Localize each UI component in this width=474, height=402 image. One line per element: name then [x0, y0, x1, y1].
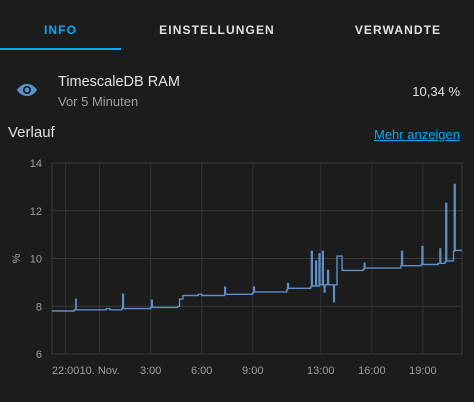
entity-name: TimescaleDB RAM [58, 74, 180, 90]
x-tick-label: 9:00 [242, 365, 263, 377]
x-tick-label: 10. Nov. [80, 365, 120, 377]
tab-einstellungen[interactable]: EINSTELLUNGEN [159, 23, 275, 37]
tab-bar: INFO EINSTELLUNGEN VERWANDTE [0, 0, 474, 52]
x-tick-label: 13:00 [307, 365, 335, 377]
x-tick-label: 16:00 [358, 365, 386, 377]
active-tab-indicator [0, 48, 121, 50]
chart-grid [51, 162, 463, 355]
more-info-link[interactable]: Mehr anzeigen [374, 127, 460, 142]
y-tick-label: 10 [30, 254, 42, 266]
x-axis: 22:00 10. Nov. 3:00 6:00 9:00 13:00 16:00 19:00 [52, 365, 437, 377]
series-line [52, 183, 462, 312]
x-tick-label: 6:00 [191, 365, 212, 377]
x-tick-label: 22:00 [52, 365, 80, 377]
entity-row: TimescaleDB RAM Vor 5 Minuten 10,34 % [0, 66, 474, 118]
y-tick-label: 6 [36, 349, 42, 361]
x-tick-label: 3:00 [140, 365, 161, 377]
history-title: Verlauf [8, 124, 55, 141]
tab-info[interactable]: INFO [43, 23, 78, 37]
x-tick-label: 19:00 [409, 365, 437, 377]
y-axis: 6 8 10 12 14 [30, 158, 42, 361]
y-tick-label: 8 [36, 301, 42, 313]
entity-state-value: 10,34 % [412, 84, 460, 99]
history-chart: 6 8 10 12 14 22:00 10. Nov. 3:00 6:00 9:00 13:00 1… [11, 158, 463, 377]
y-tick-label: 12 [30, 206, 42, 218]
eye-icon [17, 84, 37, 96]
entity-last-changed: Vor 5 Minuten [58, 94, 139, 109]
tab-verwandte[interactable]: VERWANDTE [354, 23, 442, 37]
y-axis-label: % [11, 253, 23, 263]
y-tick-label: 14 [30, 158, 42, 170]
